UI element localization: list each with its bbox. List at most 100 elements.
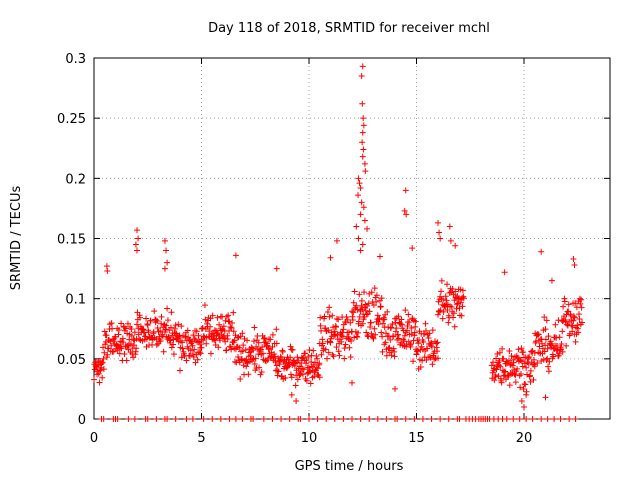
x-tick-label: 15 [408,431,425,446]
data-point [154,318,161,325]
data-point [359,320,366,327]
data-point [383,416,390,422]
data-point [378,295,385,302]
data-point [127,340,134,347]
data-point [227,324,234,331]
data-point [456,416,463,422]
data-point [558,341,565,348]
data-point [152,316,159,323]
data-point [407,340,414,347]
data-point [523,416,530,422]
data-point [330,353,337,360]
data-point [269,343,276,350]
data-point [437,235,444,242]
data-point [131,416,138,422]
data-point [240,342,247,349]
data-point [259,350,266,357]
data-point [160,348,167,355]
data-point [317,314,324,321]
data-point [515,346,522,353]
data-point [255,351,262,358]
data-point [378,329,385,336]
data-point [350,299,357,306]
data-point [244,337,251,344]
data-point [288,374,295,381]
data-point [460,295,467,302]
data-point [368,289,375,296]
data-point [161,265,168,272]
data-point [548,340,555,347]
data-point [367,319,374,326]
data-point [425,335,432,342]
data-point [131,329,138,336]
data-point [223,313,230,320]
data-point [538,416,545,422]
data-point [272,353,279,360]
data-point [434,348,441,355]
data-point [170,351,177,358]
data-point [410,337,417,344]
data-point [316,374,323,381]
data-point [566,416,573,422]
data-point [408,331,415,338]
data-point [113,343,120,350]
data-point [428,416,435,422]
data-point [214,314,221,321]
data-point [93,363,100,370]
data-point [458,312,465,319]
data-point [99,374,106,381]
data-point [239,416,246,422]
data-point [415,340,422,347]
data-point [194,356,201,363]
data-point [255,339,262,346]
data-point [358,297,365,304]
data-point [359,100,366,107]
data-point [363,329,370,336]
data-point [435,355,441,362]
data-point [211,336,218,343]
data-point [240,362,247,369]
data-point [237,375,244,382]
data-point [369,333,376,340]
data-point [336,336,343,343]
data-point [252,355,259,362]
data-point [503,416,510,422]
data-point [331,416,338,422]
data-point [134,321,140,328]
data-point [153,416,160,422]
data-point [338,338,345,345]
data-point [128,325,135,332]
data-point [133,345,140,352]
data-point [419,357,426,364]
y-tick-label: 0.15 [57,233,86,248]
data-point [101,328,108,335]
data-point [526,354,533,361]
data-point [262,339,269,346]
data-point [559,328,566,335]
data-point [217,416,224,422]
data-point [437,307,444,314]
data-point [576,295,583,302]
data-point [500,355,507,362]
data-point [545,333,552,340]
data-point [232,416,239,422]
data-point [221,334,228,341]
data-point [317,322,324,329]
data-point [230,309,237,316]
data-point [183,416,190,422]
data-point [195,332,202,339]
data-point [428,343,435,350]
data-point [235,353,242,360]
data-point [135,235,142,242]
data-point [387,336,394,343]
data-point [361,160,368,167]
data-point [178,323,185,330]
data-point [164,416,171,422]
data-point [552,321,559,328]
data-point [101,349,108,356]
data-point [202,316,209,323]
data-point [395,331,402,338]
data-point [356,291,363,298]
data-point [547,338,554,345]
data-point [168,309,175,316]
